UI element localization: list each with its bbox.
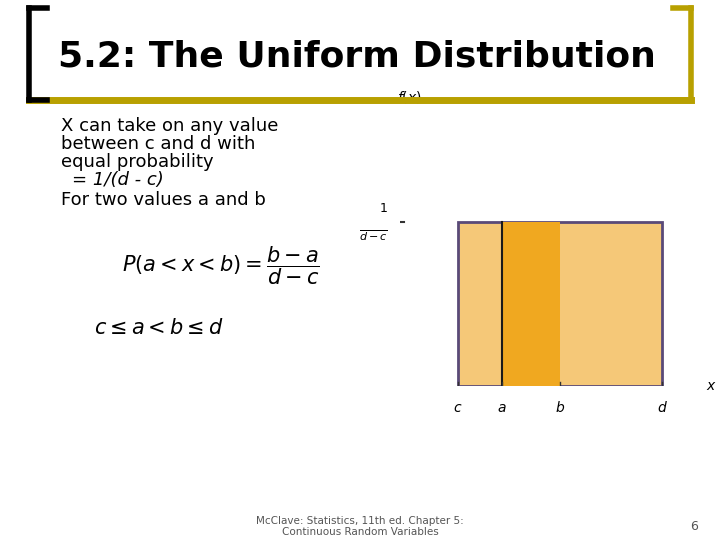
Text: $\overline{d-c}$: $\overline{d-c}$ bbox=[359, 229, 388, 244]
Text: 6: 6 bbox=[690, 520, 698, 533]
Text: $x$: $x$ bbox=[706, 379, 716, 393]
Text: For two values a and b: For two values a and b bbox=[61, 191, 266, 208]
Text: $f(x)$: $f(x)$ bbox=[397, 89, 421, 105]
Text: $\mathit{d}$: $\mathit{d}$ bbox=[657, 401, 667, 415]
Text: equal probability: equal probability bbox=[61, 153, 214, 171]
Text: = 1/(d - c): = 1/(d - c) bbox=[72, 171, 163, 189]
Text: $P(a < x < b) = \dfrac{b-a}{d-c}$: $P(a < x < b) = \dfrac{b-a}{d-c}$ bbox=[122, 244, 320, 287]
Bar bbox=[502, 222, 560, 386]
Text: McClave: Statistics, 11th ed. Chapter 5:
Continuous Random Variables: McClave: Statistics, 11th ed. Chapter 5:… bbox=[256, 516, 464, 537]
Bar bbox=[458, 222, 662, 386]
Text: $\mathit{b}$: $\mathit{b}$ bbox=[555, 401, 565, 415]
Text: $\mathit{c}$: $\mathit{c}$ bbox=[453, 401, 463, 415]
Text: 5.2: The Uniform Distribution: 5.2: The Uniform Distribution bbox=[58, 40, 655, 73]
Text: between c and d with: between c and d with bbox=[61, 135, 256, 153]
Text: $c \leq a < b \leq d$: $c \leq a < b \leq d$ bbox=[94, 318, 223, 338]
Text: $\mathit{a}$: $\mathit{a}$ bbox=[497, 401, 506, 415]
Text: X can take on any value: X can take on any value bbox=[61, 117, 279, 135]
Text: $1$: $1$ bbox=[379, 202, 388, 215]
